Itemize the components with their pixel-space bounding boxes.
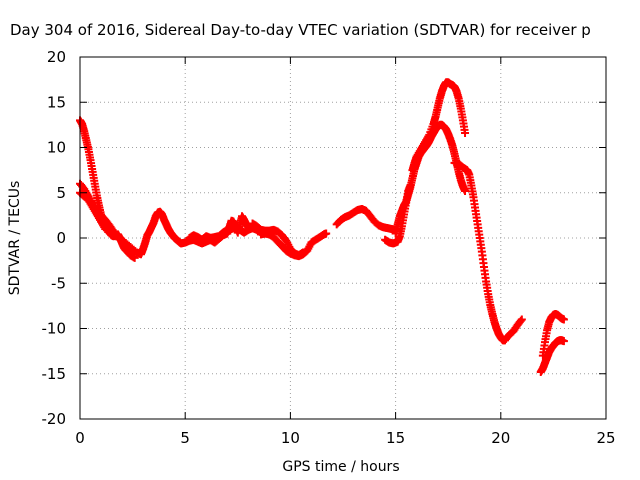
- y-tick-label: -10: [42, 320, 67, 338]
- x-tick-label: 0: [75, 429, 85, 447]
- x-tick-label: 20: [491, 429, 510, 447]
- axis-ticks: [79, 56, 607, 420]
- plot-frame: [79, 56, 607, 420]
- y-axis-label: SDTVAR / TECUs: [7, 181, 23, 296]
- data-point-marker: [461, 186, 470, 195]
- data-point-marker: [559, 337, 568, 346]
- grid-lines: [80, 57, 606, 419]
- x-tick-label: 5: [180, 429, 190, 447]
- data-point-marker: [559, 315, 568, 324]
- chart-title: Day 304 of 2016, Sidereal Day-to-day VTE…: [10, 21, 591, 39]
- y-tick-label: 20: [47, 48, 66, 66]
- data-point-marker: [461, 129, 470, 138]
- y-tick-label: 10: [47, 139, 66, 157]
- x-axis-label: GPS time / hours: [282, 459, 399, 475]
- x-tick-label: 10: [281, 429, 300, 447]
- y-tick-label: 15: [47, 93, 66, 111]
- y-tick-label: 5: [56, 184, 66, 202]
- x-tick-label: 25: [596, 429, 615, 447]
- y-tick-label: -20: [42, 410, 67, 428]
- data-point-marker: [517, 315, 526, 324]
- data-point-marker: [322, 229, 331, 238]
- x-tick-label: 15: [386, 429, 405, 447]
- data-markers: [76, 78, 568, 376]
- y-tick-labels: -20 -15 -10 -5 0 5 10 15 20: [42, 48, 67, 428]
- y-tick-label: -5: [51, 274, 66, 292]
- x-tick-labels: 0 5 10 15 20 25: [75, 429, 615, 447]
- y-tick-label: -15: [42, 365, 67, 383]
- data-point-marker: [516, 316, 525, 325]
- y-tick-label: 0: [56, 229, 66, 247]
